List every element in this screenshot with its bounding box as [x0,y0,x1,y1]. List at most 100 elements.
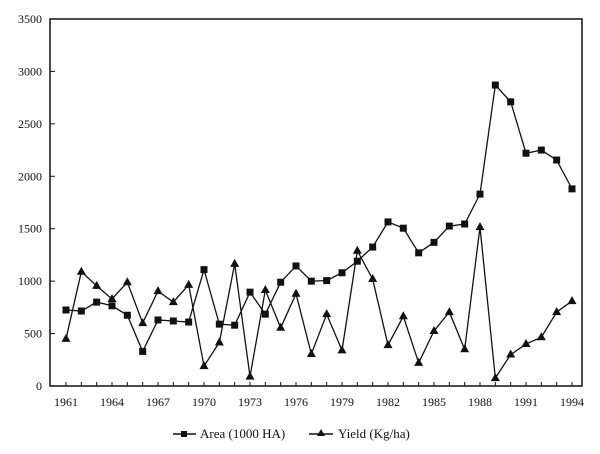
triangle-marker-icon [322,309,332,318]
triangle-marker-icon [153,286,163,295]
square-marker-icon [399,224,407,232]
triangle-marker-icon [460,344,470,353]
y-tick-label: 1000 [18,274,42,288]
triangle-marker-icon [383,340,393,349]
triangle-marker-icon [214,337,224,346]
y-axis-ticks: 0 500 1000 1500 2000 2500 3000 3500 [18,12,55,393]
triangle-marker-icon [567,296,577,305]
triangle-marker-icon [199,361,209,370]
square-marker-icon [445,222,453,230]
x-tick-label: 1961 [54,395,78,409]
square-marker-icon [185,318,193,326]
square-marker-icon [77,307,85,315]
x-tick-label: 1985 [422,395,446,409]
triangle-marker-icon [521,339,531,348]
square-marker-icon [169,317,177,325]
triangle-marker-icon [92,280,102,289]
triangle-marker-icon [317,429,325,436]
square-marker-icon [522,149,530,157]
triangle-marker-icon [352,245,362,254]
square-marker-icon [108,302,116,310]
y-tick-label: 2500 [18,117,42,131]
legend-label-yield: Yield (Kg/ha) [338,426,410,441]
y-tick-label: 0 [36,379,42,393]
square-marker-icon [231,321,239,329]
y-tick-label: 500 [24,327,42,341]
triangle-marker-icon [506,349,516,358]
legend-item-area: Area (1000 HA) [173,426,285,441]
square-marker-icon [62,306,70,314]
series-area [62,81,576,355]
square-marker-icon [461,220,469,228]
triangle-marker-icon [107,293,117,302]
triangle-marker-icon [184,279,194,288]
triangle-marker-icon [337,345,347,354]
square-marker-icon [181,431,187,437]
y-tick-label: 3000 [18,64,42,78]
square-marker-icon [292,262,300,270]
x-tick-label: 1973 [238,395,262,409]
square-marker-icon [353,257,361,265]
square-marker-icon [307,277,315,285]
legend-item-yield: Yield (Kg/ha) [309,426,410,441]
square-marker-icon [323,277,331,285]
triangle-marker-icon [122,277,132,286]
triangle-marker-icon [444,307,454,316]
axes [49,18,583,387]
y-tick-label: 1500 [18,222,42,236]
square-marker-icon [338,269,346,277]
triangle-marker-icon [168,297,178,306]
square-marker-icon [261,310,269,318]
triangle-marker-icon [230,258,240,267]
y-tick-label: 2000 [18,169,42,183]
x-tick-label: 1991 [514,395,538,409]
square-marker-icon [553,156,561,164]
square-marker-icon [93,298,101,306]
legend: Area (1000 HA) Yield (Kg/ha) [173,426,410,441]
square-marker-icon [139,347,147,355]
triangle-marker-icon [368,274,378,283]
x-tick-label: 1976 [284,395,308,409]
triangle-marker-icon [490,373,500,382]
triangle-marker-icon [306,349,316,358]
x-tick-label: 1988 [468,395,492,409]
square-marker-icon [491,81,499,89]
triangle-marker-icon [276,322,286,331]
square-marker-icon [384,218,392,226]
y-tick-label: 3500 [18,12,42,26]
square-marker-icon [568,185,576,193]
plot-frame [49,18,583,387]
x-tick-label: 1967 [146,395,170,409]
triangle-marker-icon [398,311,408,320]
triangle-marker-icon [61,333,71,342]
square-marker-icon [246,288,254,296]
square-marker-icon [123,311,131,319]
series-yield [61,222,577,382]
x-tick-label: 1982 [376,395,400,409]
square-marker-icon [200,266,208,274]
square-marker-icon [277,278,285,286]
triangle-marker-icon [475,222,485,231]
triangle-marker-icon [245,371,255,380]
square-marker-icon [537,146,545,154]
square-marker-icon [430,238,438,246]
triangle-marker-icon [76,266,86,275]
triangle-marker-icon [414,357,424,366]
x-axis-ticks: 1961 1964 1967 1970 1973 1976 1979 1982 1985 1988… [54,382,584,409]
series-group [61,81,577,382]
triangle-marker-icon [260,285,270,294]
x-tick-label: 1979 [330,395,354,409]
square-marker-icon [369,243,377,251]
square-marker-icon [154,316,162,324]
x-tick-label: 1964 [100,395,124,409]
x-tick-label: 1994 [560,395,584,409]
square-marker-icon [507,98,515,106]
triangle-marker-icon [536,332,546,341]
square-marker-icon [476,190,484,198]
triangle-marker-icon [291,288,301,297]
legend-label-area: Area (1000 HA) [200,426,285,441]
triangle-marker-icon [138,318,148,327]
x-tick-label: 1970 [192,395,216,409]
